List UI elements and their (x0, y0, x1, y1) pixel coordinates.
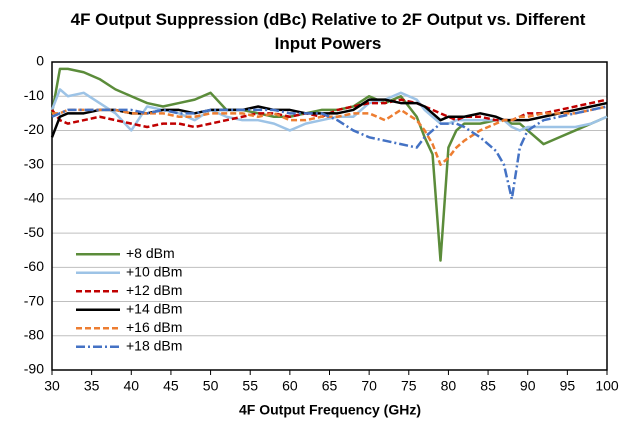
x-tick-label: 85 (480, 378, 496, 394)
x-tick-label: 65 (322, 378, 338, 394)
legend-label: +14 dBm (126, 300, 182, 316)
y-tick-label: -70 (24, 292, 44, 308)
y-tick-label: -40 (24, 190, 44, 206)
x-tick-label: 50 (203, 378, 219, 394)
x-tick-label: 55 (242, 378, 258, 394)
x-tick-label: 100 (595, 378, 619, 394)
y-tick-label: -10 (24, 87, 44, 103)
x-tick-label: 80 (441, 378, 457, 394)
series-line (50, 88, 608, 132)
x-tick-label: 40 (123, 378, 139, 394)
x-tick-label: 75 (401, 378, 417, 394)
y-tick-label: 0 (36, 53, 44, 69)
y-tick-label: -90 (24, 361, 44, 377)
series-line (50, 67, 608, 262)
plot-frame (51, 61, 608, 371)
x-axis-title: 4F Output Frequency (GHz) (239, 402, 421, 418)
x-tick-label: 70 (361, 378, 377, 394)
legend-label: +16 dBm (126, 319, 182, 335)
legend-label: +12 dBm (126, 282, 182, 298)
y-tick-label: -60 (24, 258, 44, 274)
x-tick-label: 60 (282, 378, 298, 394)
legend-label: +18 dBm (126, 337, 182, 353)
y-tick-label: -20 (24, 121, 44, 137)
legend: +8 dBm +10 dBm +12 dBm +14 dBm +16 dBm +18 dB… (76, 245, 182, 353)
y-tick-label: -30 (24, 155, 44, 171)
legend-label: +8 dBm (126, 245, 175, 261)
y-tick-label: -50 (24, 224, 44, 240)
x-tick-label: 30 (44, 378, 60, 394)
x-tick-label: 95 (560, 378, 576, 394)
series-line (52, 105, 608, 166)
x-tick-label: 90 (520, 378, 536, 394)
x-tick-label: 45 (163, 378, 179, 394)
legend-label: +10 dBm (126, 263, 182, 279)
chart-title: 4F Output Suppression (dBc) Relative to … (70, 10, 586, 53)
y-tick-label: -80 (24, 326, 44, 342)
series-line (51, 105, 608, 201)
x-tick-label: 35 (84, 378, 100, 394)
